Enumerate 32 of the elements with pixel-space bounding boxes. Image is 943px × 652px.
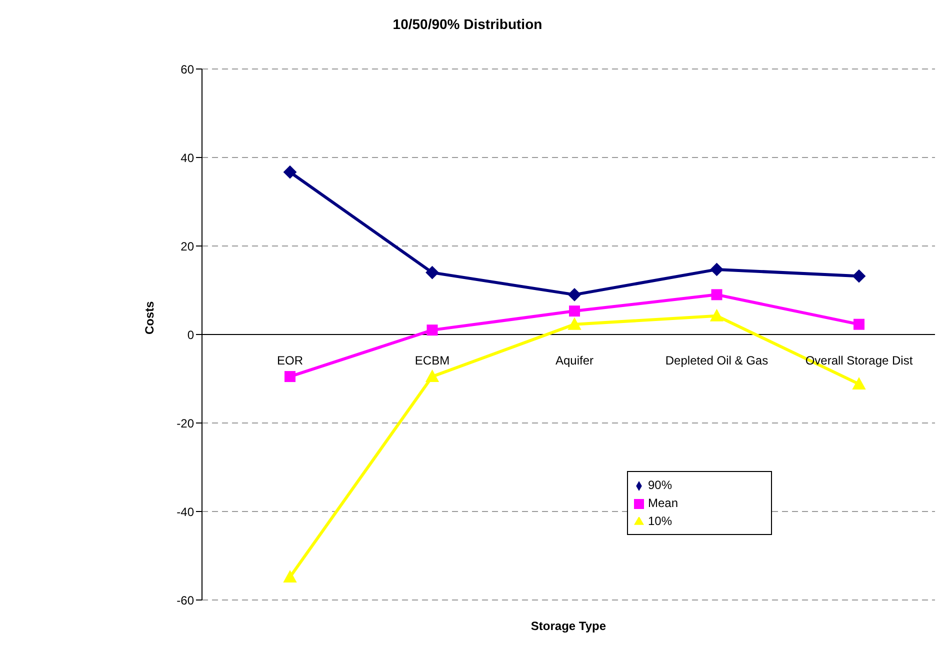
- chart-title: 10/50/90% Distribution: [392, 15, 544, 34]
- y-axis-title: Costs: [142, 300, 156, 334]
- x-tick-label: Aquifer: [555, 354, 594, 368]
- y-tick-label: 40: [180, 150, 194, 165]
- y-tick-label: 60: [180, 62, 194, 76]
- point: [710, 262, 724, 276]
- point: [426, 324, 438, 336]
- point: [568, 318, 581, 330]
- legend-label: 10%: [648, 514, 672, 528]
- point: [852, 270, 866, 283]
- point: [426, 266, 439, 280]
- point: [284, 371, 296, 382]
- point: [710, 309, 724, 322]
- y-tick-label: -20: [176, 416, 194, 430]
- y-tick-label: 0: [187, 328, 194, 342]
- x-tick-label: EOR: [276, 354, 304, 368]
- y-tick-label: 20: [180, 239, 194, 254]
- legend-label: Mean: [648, 496, 678, 510]
- point: [284, 570, 296, 582]
- point: [852, 378, 866, 390]
- point: [854, 318, 864, 330]
- y-tick-label: -60: [176, 593, 194, 608]
- y-tick-label: -40: [176, 504, 194, 519]
- point: [426, 370, 439, 382]
- x-tick-label: ECBM: [414, 354, 450, 368]
- point: [711, 289, 722, 300]
- x-axis-title: Storage Type: [530, 619, 606, 633]
- point: [284, 166, 296, 179]
- x-tick-label: Depleted Oil & Gas: [665, 354, 768, 368]
- legend-label: 90%: [648, 478, 672, 492]
- point: [569, 306, 580, 317]
- point: [568, 288, 581, 302]
